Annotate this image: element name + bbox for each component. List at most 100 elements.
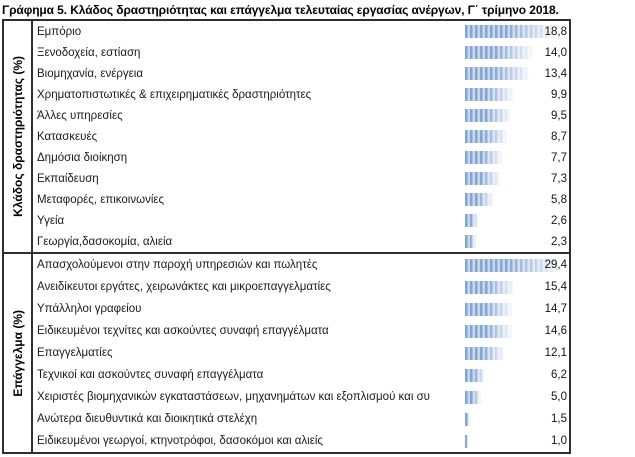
- value-label: 2,3: [551, 235, 567, 248]
- category-label: Βιομηχανία, ενέργεια: [37, 67, 143, 80]
- bar: [465, 258, 560, 272]
- chart-row: Ανειδίκευτοι εργάτες, χειρωνάκτες και μι…: [33, 276, 569, 298]
- bar: [465, 302, 512, 316]
- category-label: Ειδικευμένοι γεωργοί, κτηνοτρόφοι, δασοκ…: [37, 435, 323, 447]
- bar-zone: 2,3: [465, 231, 569, 252]
- category-label: Τεχνικοί και ασκούντες συναφή επαγγέλματ…: [37, 369, 264, 381]
- section-occupation: Επάγγελμα (%) Απασχολούμενοι στην παροχή…: [4, 252, 569, 452]
- bar-zone: 14,0: [465, 42, 569, 63]
- bar-zone: 7,7: [465, 147, 569, 168]
- bar-zone: 8,7: [465, 126, 569, 147]
- bar: [465, 235, 476, 248]
- section-axis-header: Επάγγελμα (%): [4, 254, 33, 452]
- value-label: 1,0: [551, 435, 567, 447]
- chart-row: Ειδικευμένοι τεχνίτες και ασκούντες συνα…: [33, 320, 569, 342]
- bar-zone: 14,6: [465, 320, 569, 342]
- bar: [465, 412, 470, 426]
- bar-chart: Κλάδος δραστηριότητας (%) Εμπόριο 18,8 Ξεν…: [2, 19, 571, 454]
- value-label: 29,4: [544, 259, 567, 271]
- category-label: Εμπόριο: [37, 25, 82, 38]
- chart-row: Ανώτερα διευθυντικά και διοικητικά στελέ…: [33, 408, 569, 430]
- bar-zone: 29,4: [465, 254, 569, 276]
- category-label: Κατασκευές: [37, 130, 98, 143]
- bar: [465, 434, 469, 448]
- bar-zone: 15,4: [465, 276, 569, 298]
- bar-zone: 18,8: [465, 21, 569, 42]
- category-label: Μεταφορές, επικοινωνίες: [37, 193, 165, 206]
- value-label: 18,8: [544, 25, 567, 38]
- bar: [465, 109, 511, 122]
- chart-row: Βιομηχανία, ενέργεια 13,4: [33, 63, 569, 84]
- value-label: 5,8: [551, 193, 567, 206]
- value-label: 2,6: [551, 214, 567, 227]
- bar-zone: 2,6: [465, 210, 569, 231]
- category-label: Υπάλληλοι γραφείου: [37, 303, 142, 315]
- axis-label: Κλάδος δραστηριότητας (%): [10, 56, 25, 217]
- bar: [465, 346, 504, 360]
- category-label: Επαγγελματίες: [37, 347, 113, 359]
- bar: [465, 280, 515, 294]
- bar: [465, 390, 481, 404]
- category-label: Υγεία: [37, 214, 65, 227]
- chart-row: Κατασκευές 8,7: [33, 126, 569, 147]
- category-label: Ξενοδοχεία, εστίαση: [37, 46, 141, 59]
- bar-zone: 7,3: [465, 168, 569, 189]
- value-label: 13,4: [544, 67, 567, 80]
- value-label: 9,9: [551, 88, 567, 101]
- section-rows: Απασχολούμενοι στην παροχή υπηρεσιών και…: [33, 254, 569, 452]
- chart-row: Ειδικευμένοι γεωργοί, κτηνοτρόφοι, δασοκ…: [33, 430, 569, 452]
- value-label: 5,0: [551, 391, 567, 403]
- category-label: Δημόσια διοίκηση: [37, 151, 128, 164]
- chart-row: Εμπόριο 18,8: [33, 21, 569, 42]
- bar-zone: 5,0: [465, 386, 569, 408]
- value-label: 7,3: [551, 172, 567, 185]
- bar-zone: 1,0: [465, 430, 569, 452]
- chart-row: Χειριστές βιομηχανικών εγκαταστάσεων, μη…: [33, 386, 569, 408]
- section-activity-sector: Κλάδος δραστηριότητας (%) Εμπόριο 18,8 Ξεν…: [4, 21, 569, 252]
- section-rows: Εμπόριο 18,8 Ξενοδοχεία, εστίαση 14,0 Βιομηχ…: [33, 21, 569, 252]
- value-label: 12,1: [544, 347, 567, 359]
- value-label: 14,6: [544, 325, 567, 337]
- chart-row: Υπάλληλοι γραφείου 14,7: [33, 298, 569, 320]
- value-label: 14,0: [544, 46, 567, 59]
- chart-title: Γράφημα 5. Κλάδος δραστηριότητας και επά…: [2, 3, 559, 17]
- chart-row: Χρηματοπιστωτικές & επιχειρηματικές δρασ…: [33, 84, 569, 105]
- chart-row: Γεωργία,δασοκομία, αλιεία 2,3: [33, 231, 569, 252]
- chart-row: Υγεία 2,6: [33, 210, 569, 231]
- category-label: Απασχολούμενοι στην παροχή υπηρεσιών και…: [37, 259, 318, 271]
- value-label: 6,2: [551, 369, 567, 381]
- axis-label: Επάγγελμα (%): [10, 309, 25, 397]
- value-label: 1,5: [551, 413, 567, 425]
- bar: [465, 25, 556, 38]
- category-label: Εκπαίδευση: [37, 172, 99, 185]
- bar: [465, 172, 500, 185]
- chart-row: Τεχνικοί και ασκούντες συναφή επαγγέλματ…: [33, 364, 569, 386]
- bar-zone: 9,9: [465, 84, 569, 105]
- chart-row: Εκπαίδευση 7,3: [33, 168, 569, 189]
- chart-row: Επαγγελματίες 12,1: [33, 342, 569, 364]
- bar: [465, 193, 493, 206]
- bar-zone: 14,7: [465, 298, 569, 320]
- value-label: 7,7: [551, 151, 567, 164]
- bar-zone: 12,1: [465, 342, 569, 364]
- category-label: Ανειδίκευτοι εργάτες, χειρωνάκτες και μι…: [37, 281, 331, 293]
- chart-row: Μεταφορές, επικοινωνίες 5,8: [33, 189, 569, 210]
- value-label: 8,7: [551, 130, 567, 143]
- category-label: Γεωργία,δασοκομία, αλιεία: [37, 235, 173, 248]
- category-label: Ειδικευμένοι τεχνίτες και ασκούντες συνα…: [37, 325, 329, 337]
- category-label: Ανώτερα διευθυντικά και διοικητικά στελέ…: [37, 413, 258, 425]
- bar-zone: 9,5: [465, 105, 569, 126]
- section-axis-header: Κλάδος δραστηριότητας (%): [4, 21, 33, 252]
- chart-row: Ξενοδοχεία, εστίαση 14,0: [33, 42, 569, 63]
- bar: [465, 46, 533, 59]
- category-label: Χειριστές βιομηχανικών εγκαταστάσεων, μη…: [37, 391, 430, 403]
- bar-zone: 5,8: [465, 189, 569, 210]
- chart-row: Άλλες υπηρεσίες 9,5: [33, 105, 569, 126]
- bar-zone: 13,4: [465, 63, 569, 84]
- category-label: Άλλες υπηρεσίες: [37, 109, 123, 122]
- bar: [465, 368, 485, 382]
- bar: [465, 67, 530, 80]
- value-label: 9,5: [551, 109, 567, 122]
- bar: [465, 324, 512, 338]
- chart-row: Δημόσια διοίκηση 7,7: [33, 147, 569, 168]
